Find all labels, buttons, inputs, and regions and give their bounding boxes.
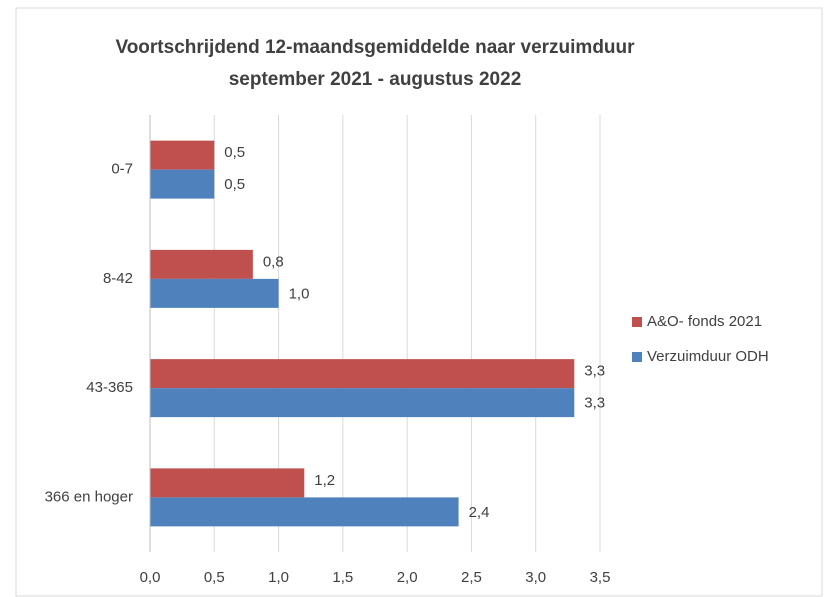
bar <box>150 140 215 170</box>
y-tick-label: 8-42 <box>103 270 133 287</box>
value-label: 0,8 <box>263 253 284 270</box>
x-tick-label: 3,5 <box>590 569 611 586</box>
y-tick-label: 43-365 <box>86 379 133 396</box>
value-label: 3,3 <box>584 363 605 380</box>
legend-label: A&O- fonds 2021 <box>647 313 762 330</box>
y-tick-label: 366 en hoger <box>45 488 133 505</box>
value-label: 0,5 <box>224 144 245 161</box>
x-tick-label: 1,0 <box>268 569 289 586</box>
bar <box>150 169 215 199</box>
bar <box>150 468 305 498</box>
legend-swatch <box>632 352 642 362</box>
value-label: 3,3 <box>584 395 605 412</box>
x-tick-label: 0,5 <box>204 569 225 586</box>
value-label: 1,0 <box>289 285 310 302</box>
x-tick-label: 2,5 <box>461 569 482 586</box>
legend-swatch <box>632 317 642 327</box>
bar <box>150 249 253 279</box>
x-tick-label: 3,0 <box>525 569 546 586</box>
x-tick-label: 2,0 <box>397 569 418 586</box>
chart-subtitle: september 2021 - augustus 2022 <box>229 69 522 90</box>
legend-label: Verzuimduur ODH <box>647 348 769 365</box>
x-tick-label: 0,0 <box>140 569 161 586</box>
value-label: 2,4 <box>469 504 490 521</box>
chart-title: Voortschrijdend 12-maandsgemiddelde naar… <box>115 37 635 58</box>
bar <box>150 388 575 418</box>
bar <box>150 278 279 308</box>
y-tick-label: 0-7 <box>111 161 133 178</box>
value-label: 1,2 <box>314 472 335 489</box>
bar <box>150 497 459 527</box>
x-tick-label: 1,5 <box>332 569 353 586</box>
value-label: 0,5 <box>224 176 245 193</box>
bar <box>150 359 575 389</box>
